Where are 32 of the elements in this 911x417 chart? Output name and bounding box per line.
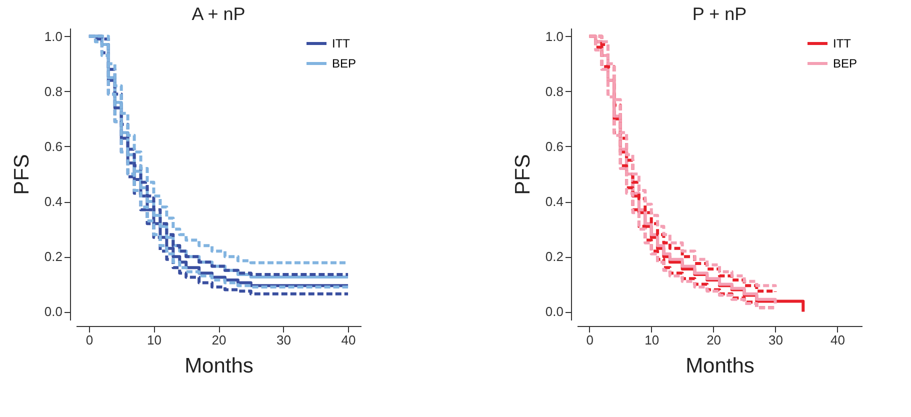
- chart-title: P + nP: [692, 4, 747, 24]
- x-tick-label: 30: [276, 332, 292, 348]
- y-tick-label: 0.0: [545, 304, 564, 320]
- x-axis-title: Months: [184, 354, 254, 378]
- x-tick-label: 20: [706, 332, 722, 348]
- legend-label: BEP: [332, 56, 356, 70]
- y-tick-label: 0.0: [44, 304, 62, 320]
- y-tick-label: 0.8: [44, 84, 62, 99]
- y-tick-label: 0.8: [545, 84, 564, 99]
- x-tick-label: 30: [768, 332, 783, 348]
- legend-label: ITT: [332, 36, 351, 50]
- y-tick-label: 0.6: [545, 138, 564, 154]
- y-tick-label: 0.6: [44, 138, 62, 154]
- chart-title: A + nP: [192, 4, 246, 24]
- x-tick-label: 20: [212, 332, 226, 348]
- x-tick-label: 40: [830, 332, 845, 348]
- y-tick-label: 0.2: [44, 249, 62, 264]
- x-tick-label: 10: [146, 332, 162, 348]
- y-tick-label: 1.0: [545, 28, 564, 44]
- x-tick-label: 40: [341, 332, 356, 348]
- legend-label: ITT: [833, 36, 852, 50]
- x-tick-label: 10: [644, 332, 660, 348]
- y-axis-title: PFS: [10, 154, 34, 195]
- y-tick-label: 1.0: [44, 28, 62, 44]
- y-tick-label: 0.2: [545, 249, 564, 264]
- legend-label: BEP: [833, 56, 858, 70]
- x-axis-title: Months: [686, 354, 754, 378]
- y-tick-label: 0.4: [545, 194, 564, 210]
- x-tick-label: 0: [586, 332, 594, 348]
- y-tick-label: 0.4: [44, 194, 62, 210]
- x-tick-label: 0: [86, 332, 94, 348]
- y-axis-title: PFS: [511, 154, 534, 195]
